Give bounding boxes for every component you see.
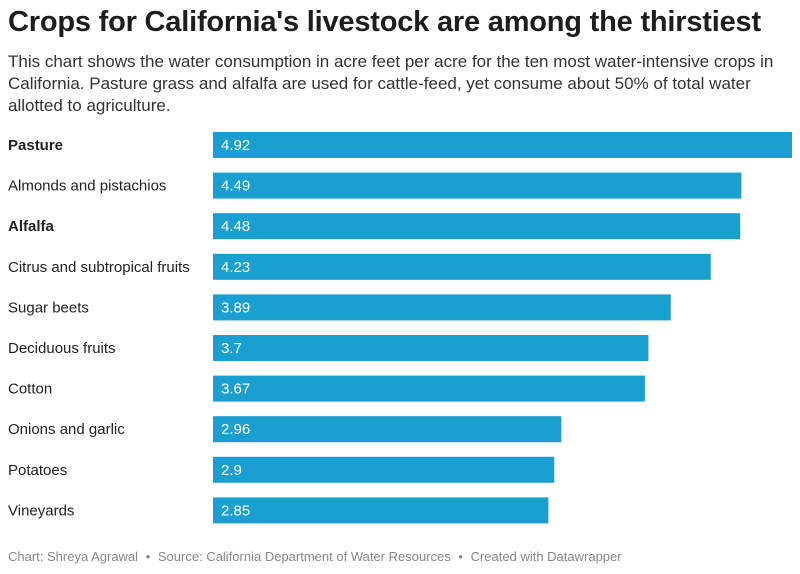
footer-separator: • bbox=[458, 549, 463, 564]
chart-subtitle: This chart shows the water consumption i… bbox=[8, 52, 774, 115]
bar-row-sugar-beets: Sugar beets 3.89 bbox=[8, 294, 671, 321]
chart-credit: Chart: Shreya Agrawal bbox=[8, 549, 139, 564]
bar bbox=[213, 172, 742, 199]
value-label: 4.49 bbox=[221, 178, 250, 195]
bar-row-potatoes: Potatoes 2.9 bbox=[8, 456, 555, 483]
value-label: 4.23 bbox=[221, 259, 250, 276]
value-label: 4.92 bbox=[221, 137, 250, 154]
category-label: Onions and garlic bbox=[8, 421, 125, 438]
value-label: 3.89 bbox=[221, 299, 250, 316]
category-label: Vineyards bbox=[8, 502, 74, 519]
bar bbox=[213, 416, 562, 443]
bar bbox=[213, 375, 645, 402]
category-label: Alfalfa bbox=[8, 218, 55, 235]
created-with-credit: Created with Datawrapper bbox=[470, 549, 622, 564]
bar-row-alfalfa: Alfalfa 4.48 bbox=[8, 213, 741, 240]
value-label: 3.7 bbox=[221, 340, 242, 357]
category-label: Potatoes bbox=[8, 462, 67, 479]
bar bbox=[213, 497, 549, 524]
bar-row-cotton: Cotton 3.67 bbox=[8, 375, 645, 402]
category-label: Citrus and subtropical fruits bbox=[8, 259, 190, 276]
value-label: 2.85 bbox=[221, 502, 250, 519]
footer-separator: • bbox=[145, 549, 151, 564]
category-label: Cotton bbox=[8, 381, 52, 398]
chart-title: Crops for California's livestock are amo… bbox=[8, 6, 761, 38]
bar-row-onions-and-garlic: Onions and garlic 2.96 bbox=[8, 416, 562, 443]
value-label: 2.96 bbox=[221, 421, 250, 438]
category-label: Almonds and pistachios bbox=[8, 178, 166, 195]
bar bbox=[213, 213, 741, 240]
bar-row-pasture: Pasture 4.92 bbox=[8, 132, 792, 158]
bar-row-citrus-and-subtropical-fruits: Citrus and subtropical fruits 4.23 bbox=[8, 253, 711, 280]
value-label: 4.48 bbox=[221, 218, 250, 235]
value-label: 2.9 bbox=[221, 462, 242, 479]
category-label: Sugar beets bbox=[8, 299, 89, 316]
chart-footer: Chart: Shreya Agrawal • Source: Californ… bbox=[8, 549, 622, 564]
bar bbox=[213, 456, 555, 483]
bar-row-vineyards: Vineyards 2.85 bbox=[8, 497, 549, 524]
bar bbox=[213, 132, 792, 158]
bar-chart: Pasture 4.92 Almonds and pistachios 4.49 Alf… bbox=[8, 132, 792, 524]
source-credit: Source: California Department of Water R… bbox=[157, 549, 451, 564]
value-label: 3.67 bbox=[221, 381, 250, 398]
bar-row-deciduous-fruits: Deciduous fruits 3.7 bbox=[8, 335, 649, 361]
category-label: Deciduous fruits bbox=[8, 340, 116, 357]
bar bbox=[213, 335, 649, 361]
bar bbox=[213, 253, 711, 280]
bar-row-almonds-and-pistachios: Almonds and pistachios 4.49 bbox=[8, 172, 742, 199]
bar bbox=[213, 294, 671, 321]
category-label: Pasture bbox=[8, 137, 63, 154]
